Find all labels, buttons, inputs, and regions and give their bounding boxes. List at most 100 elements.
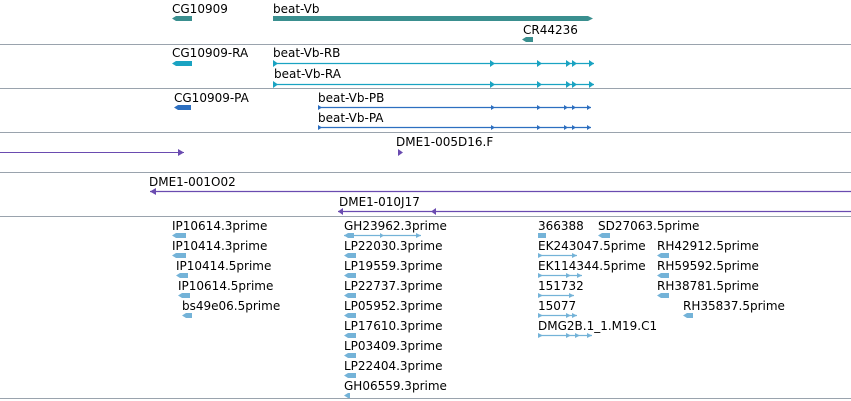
est-feature[interactable]: 366388 bbox=[538, 219, 584, 238]
clone-end-arrow bbox=[178, 149, 184, 156]
track-dividers bbox=[0, 44, 851, 399]
est-glyph[interactable] bbox=[344, 353, 356, 358]
gene-feature-cg10909[interactable]: CG10909 bbox=[172, 2, 228, 21]
feature-label: 366388 bbox=[538, 219, 584, 233]
gene-glyph[interactable] bbox=[273, 16, 593, 21]
est-feature[interactable]: DMG2B.1_1.M19.C1 bbox=[538, 319, 657, 338]
est-feature[interactable]: RH42912.5prime bbox=[657, 239, 759, 258]
est-glyph[interactable] bbox=[172, 253, 186, 258]
feature-label: beat-Vb-PA bbox=[318, 111, 384, 125]
est-glyph[interactable] bbox=[172, 233, 186, 238]
clone-end-feature-dme1-010j17[interactable]: DME1-010J17 bbox=[338, 195, 851, 215]
clone-end-glyph[interactable] bbox=[398, 149, 403, 156]
est-glyph[interactable] bbox=[182, 313, 192, 318]
est-glyph[interactable] bbox=[344, 253, 356, 258]
est-feature[interactable]: 15077 bbox=[538, 299, 577, 318]
est-glyph[interactable] bbox=[344, 373, 356, 378]
est-feature[interactable]: 151732 bbox=[538, 279, 584, 298]
est-glyph[interactable] bbox=[538, 273, 582, 278]
est-feature[interactable]: LP19559.3prime bbox=[344, 259, 443, 278]
est-glyph[interactable] bbox=[538, 313, 577, 318]
est-feature[interactable]: RH35837.5prime bbox=[683, 299, 785, 318]
est-feature[interactable]: SD27063.5prime bbox=[598, 219, 699, 238]
feature-label: SD27063.5prime bbox=[598, 219, 699, 233]
est-track: IP10614.3prime IP10414.3prime IP10414.5p… bbox=[172, 219, 785, 398]
est-glyph[interactable] bbox=[344, 313, 356, 318]
protein-glyph[interactable] bbox=[174, 105, 191, 110]
feature-label: CR44236 bbox=[523, 23, 578, 37]
est-glyph[interactable] bbox=[344, 293, 356, 298]
feature-label: IP10614.5prime bbox=[178, 279, 273, 293]
est-feature[interactable]: LP05952.3prime bbox=[344, 299, 443, 318]
mrna-feature-cg10909-ra[interactable]: CG10909-RA bbox=[172, 46, 249, 66]
feature-label: CG10909 bbox=[172, 2, 228, 16]
feature-label: IP10414.3prime bbox=[172, 239, 267, 253]
est-feature[interactable]: LP03409.3prime bbox=[344, 339, 443, 358]
est-feature[interactable]: LP22404.3prime bbox=[344, 359, 443, 378]
est-feature[interactable]: EK114344.5prime bbox=[538, 259, 646, 278]
gene-feature-beat-vb[interactable]: beat-Vb bbox=[273, 2, 593, 21]
feature-label: beat-Vb-PB bbox=[318, 91, 384, 105]
est-glyph[interactable] bbox=[344, 273, 356, 278]
gene-glyph[interactable] bbox=[522, 37, 533, 42]
est-glyph[interactable] bbox=[344, 233, 421, 238]
feature-label: IP10614.3prime bbox=[172, 219, 267, 233]
protein-feature-beat-vb-pa[interactable]: beat-Vb-PA bbox=[318, 111, 591, 130]
feature-label: RH38781.5prime bbox=[657, 279, 759, 293]
feature-label: LP22737.3prime bbox=[344, 279, 443, 293]
mrna-track: CG10909-RA beat-Vb-RB beat-Vb-RA bbox=[172, 46, 594, 88]
est-feature[interactable]: GH23962.3prime bbox=[344, 219, 447, 238]
est-feature[interactable]: LP22737.3prime bbox=[344, 279, 443, 298]
est-glyph[interactable] bbox=[683, 313, 693, 318]
feature-label: LP19559.3prime bbox=[344, 259, 443, 273]
clone-end-feature-line[interactable] bbox=[0, 149, 184, 156]
feature-label: DMG2B.1_1.M19.C1 bbox=[538, 319, 657, 333]
feature-label: LP03409.3prime bbox=[344, 339, 443, 353]
clone-end-feature-dme1-001o02[interactable]: DME1-001O02 bbox=[149, 175, 851, 195]
feature-label: RH42912.5prime bbox=[657, 239, 759, 253]
feature-label: 15077 bbox=[538, 299, 576, 313]
feature-label: RH59592.5prime bbox=[657, 259, 759, 273]
est-feature[interactable]: IP10414.5prime bbox=[176, 259, 271, 278]
est-glyph[interactable] bbox=[178, 293, 190, 298]
feature-label: EK243047.5prime bbox=[538, 239, 646, 253]
gene-track: CG10909 beat-Vb CR44236 bbox=[172, 2, 593, 42]
feature-label: DME1-010J17 bbox=[339, 195, 420, 209]
feature-label: DME1-001O02 bbox=[149, 175, 236, 189]
feature-label: bs49e06.5prime bbox=[182, 299, 280, 313]
est-feature[interactable]: GH06559.3prime bbox=[344, 379, 447, 398]
est-glyph[interactable] bbox=[344, 393, 350, 398]
est-glyph[interactable] bbox=[176, 273, 188, 278]
clone-end-feature-dme1-005d16-f[interactable]: DME1-005D16.F bbox=[396, 135, 493, 156]
protein-feature-beat-vb-pb[interactable]: beat-Vb-PB bbox=[318, 91, 591, 110]
est-glyph[interactable] bbox=[538, 233, 546, 238]
feature-label: CG10909-PA bbox=[174, 91, 250, 105]
feature-label: LP05952.3prime bbox=[344, 299, 443, 313]
protein-feature-cg10909-pa[interactable]: CG10909-PA bbox=[174, 91, 250, 110]
est-glyph[interactable] bbox=[598, 233, 610, 238]
protein-track: CG10909-PA beat-Vb-PB beat-Vb-PA bbox=[174, 91, 591, 130]
mrna-feature-beat-vb-ra[interactable]: beat-Vb-RA bbox=[273, 67, 594, 88]
est-feature[interactable]: IP10614.5prime bbox=[178, 279, 273, 298]
feature-label: LP22404.3prime bbox=[344, 359, 443, 373]
feature-label: beat-Vb-RA bbox=[274, 67, 342, 81]
est-feature[interactable]: IP10614.3prime bbox=[172, 219, 267, 238]
est-feature[interactable]: LP17610.3prime bbox=[344, 319, 443, 338]
est-feature[interactable]: RH38781.5prime bbox=[657, 279, 759, 298]
est-feature[interactable]: bs49e06.5prime bbox=[182, 299, 280, 318]
feature-label: IP10414.5prime bbox=[176, 259, 271, 273]
est-feature[interactable]: EK243047.5prime bbox=[538, 239, 646, 258]
est-feature[interactable]: IP10414.3prime bbox=[172, 239, 267, 258]
est-glyph[interactable] bbox=[657, 253, 669, 258]
est-glyph[interactable] bbox=[657, 273, 669, 278]
transcript-glyph[interactable] bbox=[172, 61, 192, 66]
gene-feature-cr44236[interactable]: CR44236 bbox=[522, 23, 578, 42]
est-glyph[interactable] bbox=[344, 333, 356, 338]
mrna-feature-beat-vb-rb[interactable]: beat-Vb-RB bbox=[273, 46, 594, 67]
est-feature[interactable]: LP22030.3prime bbox=[344, 239, 443, 258]
clone-end-arrow bbox=[150, 188, 156, 195]
est-feature[interactable]: RH59592.5prime bbox=[657, 259, 759, 278]
gene-glyph[interactable] bbox=[172, 16, 192, 21]
est-glyph[interactable] bbox=[657, 293, 669, 298]
